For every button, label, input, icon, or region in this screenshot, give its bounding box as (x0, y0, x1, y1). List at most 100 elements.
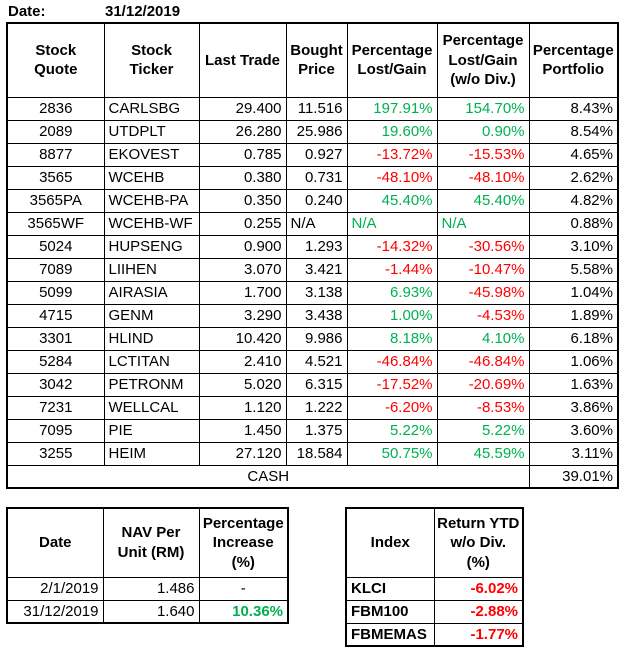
pct-lost-gain-cell: -13.72% (346, 142, 438, 167)
pct-portfolio-cell: 0.88% (528, 211, 619, 236)
index-row: KLCI -6.02% (345, 576, 524, 601)
bought-price-cell: 25.986 (285, 119, 348, 144)
pct-lost-gain-wo-div-cell: -8.53% (436, 395, 530, 420)
pct-lost-gain-wo-div-cell: 45.59% (436, 441, 530, 466)
portfolio-table: Stock Quote Stock Ticker Last Trade Boug… (6, 22, 619, 489)
cash-label: CASH (6, 464, 530, 489)
index-row: FBM100 -2.88% (345, 599, 524, 624)
pct-portfolio-cell: 3.11% (528, 441, 619, 466)
pct-lost-gain-wo-div-cell: -30.56% (436, 234, 530, 259)
nav-table: Date NAV Per Unit (RM) Percentage Increa… (6, 507, 289, 624)
pct-portfolio-cell: 6.18% (528, 326, 619, 351)
index-return-cell: -2.88% (433, 599, 524, 624)
table-row: 5284 LCTITAN 2.410 4.521 -46.84% -46.84%… (6, 349, 619, 374)
pct-lost-gain-wo-div-cell: 0.90% (436, 119, 530, 144)
nav-row: 2/1/2019 1.486 - (6, 576, 289, 601)
pct-lost-gain-cell: -14.32% (346, 234, 438, 259)
pct-lost-gain-wo-div-cell: 154.70% (436, 96, 530, 121)
pct-lost-gain-wo-div-cell: -48.10% (436, 165, 530, 190)
table-row: 8877 EKOVEST 0.785 0.927 -13.72% -15.53%… (6, 142, 619, 167)
last-trade-cell: 10.420 (198, 326, 287, 351)
last-trade-cell: 29.400 (198, 96, 287, 121)
pct-portfolio-cell: 1.89% (528, 303, 619, 328)
index-name-cell: FBM100 (345, 599, 435, 624)
bottom-tables: Date NAV Per Unit (RM) Percentage Increa… (6, 507, 620, 647)
table-row: 3565 WCEHB 0.380 0.731 -48.10% -48.10% 2… (6, 165, 619, 190)
index-return-cell: -6.02% (433, 576, 524, 601)
stock-ticker-cell: WCEHB-WF (103, 211, 200, 236)
index-name-cell: KLCI (345, 576, 435, 601)
pct-portfolio-cell: 5.58% (528, 257, 619, 282)
table-row: 3301 HLIND 10.420 9.986 8.18% 4.10% 6.18… (6, 326, 619, 351)
pct-lost-gain-wo-div-cell: 5.22% (436, 418, 530, 443)
bought-price-cell: 0.240 (285, 188, 348, 213)
stock-quote-cell: 8877 (6, 142, 105, 167)
last-trade-cell: 0.785 (198, 142, 287, 167)
stock-quote-cell: 2089 (6, 119, 105, 144)
last-trade-cell: 3.070 (198, 257, 287, 282)
stock-quote-cell: 3042 (6, 372, 105, 397)
pct-lost-gain-cell: 45.40% (346, 188, 438, 213)
portfolio-header-row: Stock Quote Stock Ticker Last Trade Boug… (6, 22, 619, 98)
stock-quote-cell: 5099 (6, 280, 105, 305)
col-header-date: Date (6, 507, 104, 578)
pct-portfolio-cell: 1.63% (528, 372, 619, 397)
pct-lost-gain-cell: N/A (346, 211, 438, 236)
pct-portfolio-cell: 3.86% (528, 395, 619, 420)
table-row: 3255 HEIM 27.120 18.584 50.75% 45.59% 3.… (6, 441, 619, 466)
col-header-index: Index (345, 507, 435, 578)
table-row: 2089 UTDPLT 26.280 25.986 19.60% 0.90% 8… (6, 119, 619, 144)
stock-ticker-cell: UTDPLT (103, 119, 200, 144)
index-header-row: Index Return YTD w/o Div. (%) (345, 507, 524, 578)
cash-portfolio-cell: 39.01% (528, 464, 619, 489)
bought-price-cell: 0.731 (285, 165, 348, 190)
table-row: 5024 HUPSENG 0.900 1.293 -14.32% -30.56%… (6, 234, 619, 259)
pct-portfolio-cell: 2.62% (528, 165, 619, 190)
stock-quote-cell: 3301 (6, 326, 105, 351)
pct-lost-gain-wo-div-cell: -46.84% (436, 349, 530, 374)
table-row: 7231 WELLCAL 1.120 1.222 -6.20% -8.53% 3… (6, 395, 619, 420)
stock-ticker-cell: WELLCAL (103, 395, 200, 420)
last-trade-cell: 0.900 (198, 234, 287, 259)
table-row: 3565WF WCEHB-WF 0.255 N/A N/A N/A 0.88% (6, 211, 619, 236)
col-header-return-ytd: Return YTD w/o Div. (%) (433, 507, 524, 578)
stock-quote-cell: 3565WF (6, 211, 105, 236)
table-row: 4715 GENM 3.290 3.438 1.00% -4.53% 1.89% (6, 303, 619, 328)
stock-quote-cell: 3255 (6, 441, 105, 466)
pct-portfolio-cell: 4.65% (528, 142, 619, 167)
col-header-last-trade: Last Trade (198, 22, 287, 98)
pct-lost-gain-cell: 19.60% (346, 119, 438, 144)
pct-lost-gain-cell: 1.00% (346, 303, 438, 328)
stock-ticker-cell: LIIHEN (103, 257, 200, 282)
table-row: 3565PA WCEHB-PA 0.350 0.240 45.40% 45.40… (6, 188, 619, 213)
stock-quote-cell: 2836 (6, 96, 105, 121)
pct-lost-gain-cell: 197.91% (346, 96, 438, 121)
pct-portfolio-cell: 1.04% (528, 280, 619, 305)
bought-price-cell: 1.293 (285, 234, 348, 259)
pct-lost-gain-cell: 5.22% (346, 418, 438, 443)
col-header-pct-portfolio: Percentage Portfolio (528, 22, 619, 98)
stock-quote-cell: 5284 (6, 349, 105, 374)
last-trade-cell: 5.020 (198, 372, 287, 397)
stock-ticker-cell: AIRASIA (103, 280, 200, 305)
pct-lost-gain-cell: -48.10% (346, 165, 438, 190)
pct-lost-gain-cell: -46.84% (346, 349, 438, 374)
last-trade-cell: 1.450 (198, 418, 287, 443)
bought-price-cell: 3.421 (285, 257, 348, 282)
pct-lost-gain-cell: -17.52% (346, 372, 438, 397)
stock-ticker-cell: LCTITAN (103, 349, 200, 374)
col-header-pct-lost-gain: Percentage Lost/Gain (346, 22, 438, 98)
bought-price-cell: 11.516 (285, 96, 348, 121)
index-name-cell: FBMEMAS (345, 622, 435, 647)
pct-lost-gain-cell: 8.18% (346, 326, 438, 351)
stock-quote-cell: 4715 (6, 303, 105, 328)
bought-price-cell: 3.138 (285, 280, 348, 305)
stock-quote-cell: 3565PA (6, 188, 105, 213)
stock-ticker-cell: PETRONM (103, 372, 200, 397)
pct-lost-gain-wo-div-cell: -20.69% (436, 372, 530, 397)
index-return-cell: -1.77% (433, 622, 524, 647)
col-header-nav-per-unit: NAV Per Unit (RM) (102, 507, 200, 578)
last-trade-cell: 3.290 (198, 303, 287, 328)
nav-header-row: Date NAV Per Unit (RM) Percentage Increa… (6, 507, 289, 578)
col-header-bought-price: Bought Price (285, 22, 348, 98)
